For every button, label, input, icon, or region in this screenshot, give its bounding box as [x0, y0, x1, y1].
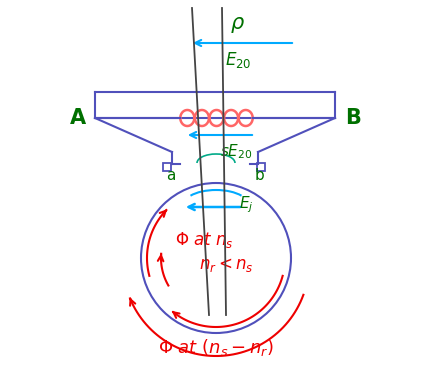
Text: B: B — [345, 108, 361, 128]
Text: A: A — [70, 108, 86, 128]
Bar — [257, 163, 265, 171]
Text: $\rho$: $\rho$ — [231, 15, 245, 35]
Bar — [163, 163, 171, 171]
Text: a: a — [166, 168, 176, 183]
Text: b: b — [255, 168, 265, 183]
Text: $\Phi$ at $(n_s - n_r)$: $\Phi$ at $(n_s - n_r)$ — [158, 337, 274, 359]
Text: $n_r < n_s$: $n_r < n_s$ — [199, 256, 253, 274]
Text: $E_{20}$: $E_{20}$ — [225, 50, 251, 70]
Text: $\Phi$ at $n_s$: $\Phi$ at $n_s$ — [175, 230, 233, 250]
Text: $E_j$: $E_j$ — [239, 195, 253, 215]
Text: $sE_{20}$: $sE_{20}$ — [220, 142, 252, 161]
